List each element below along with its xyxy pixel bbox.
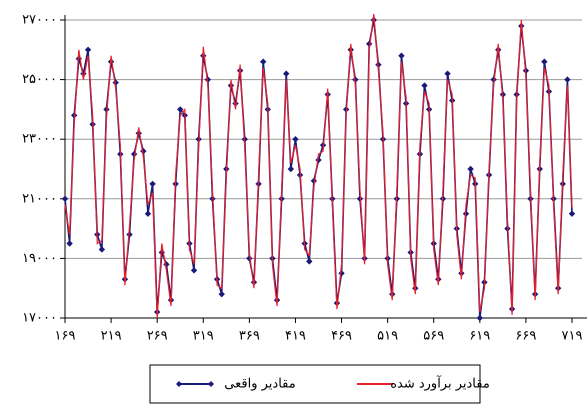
- point-marker: [421, 82, 428, 89]
- y-tick-label: ۱۹۰۰۰: [22, 251, 57, 266]
- point-marker: [541, 58, 548, 65]
- point-marker: [163, 261, 170, 268]
- x-tick-label: ۷۱۹: [562, 329, 583, 344]
- point-marker: [103, 106, 110, 113]
- y-tick-label: ۲۷۰۰۰: [22, 13, 57, 28]
- point-marker: [126, 231, 133, 238]
- x-tick-label: ۲۱۹: [101, 329, 122, 344]
- point-marker: [61, 195, 69, 202]
- x-tick-label: ۶۶۹: [515, 329, 536, 344]
- y-tick-label: ۲۳۰۰۰: [22, 132, 57, 147]
- series-line: [64, 13, 573, 319]
- y-tick-label: ۲۱۰۰۰: [22, 191, 57, 206]
- point-marker: [149, 180, 156, 188]
- x-tick-label: ۳۶۹: [239, 329, 260, 344]
- legend-marker: [208, 381, 214, 387]
- legend-label: مقادیر برآورد شده: [390, 375, 490, 392]
- point-marker: [564, 76, 571, 83]
- point-marker: [476, 314, 484, 322]
- point-marker: [292, 136, 299, 143]
- point-marker: [306, 258, 313, 265]
- x-tick-label: ۲۶۹: [147, 329, 168, 344]
- y-tick-label: ۲۵۰۰۰: [22, 72, 57, 87]
- point-marker: [66, 240, 73, 247]
- point-marker: [144, 210, 152, 217]
- point-marker: [287, 165, 295, 173]
- point-marker: [246, 255, 253, 262]
- point-marker: [315, 156, 322, 164]
- point-marker: [398, 52, 405, 59]
- x-tick-label: ۵۱۹: [377, 329, 398, 344]
- x-tick-label: ۵۶۹: [423, 329, 444, 344]
- x-tick-label: ۶۱۹: [469, 329, 490, 344]
- x-tick-label: ۴۱۹: [285, 329, 306, 344]
- point-marker: [338, 270, 345, 277]
- point-marker: [84, 46, 92, 53]
- legend-label: مقادیر واقعی: [224, 377, 295, 392]
- point-marker: [568, 210, 576, 217]
- point-marker: [259, 58, 267, 65]
- point-marker: [467, 165, 474, 173]
- point-marker: [98, 246, 106, 253]
- y-tick-label: ۱۷۰۰۰: [22, 311, 57, 326]
- point-marker: [490, 76, 497, 83]
- point-marker: [352, 76, 359, 83]
- point-marker: [190, 267, 198, 274]
- point-marker: [444, 70, 451, 77]
- point-marker: [177, 106, 184, 113]
- x-tick-label: ۱۶۹: [55, 329, 76, 344]
- legend-marker: [176, 381, 182, 387]
- point-marker: [204, 76, 212, 83]
- x-tick-label: ۴۶۹: [331, 329, 352, 344]
- point-marker: [283, 70, 290, 77]
- point-marker: [218, 290, 225, 298]
- x-tick-label: ۳۱۹: [193, 329, 214, 344]
- point-marker: [112, 79, 119, 86]
- point-marker: [366, 40, 373, 48]
